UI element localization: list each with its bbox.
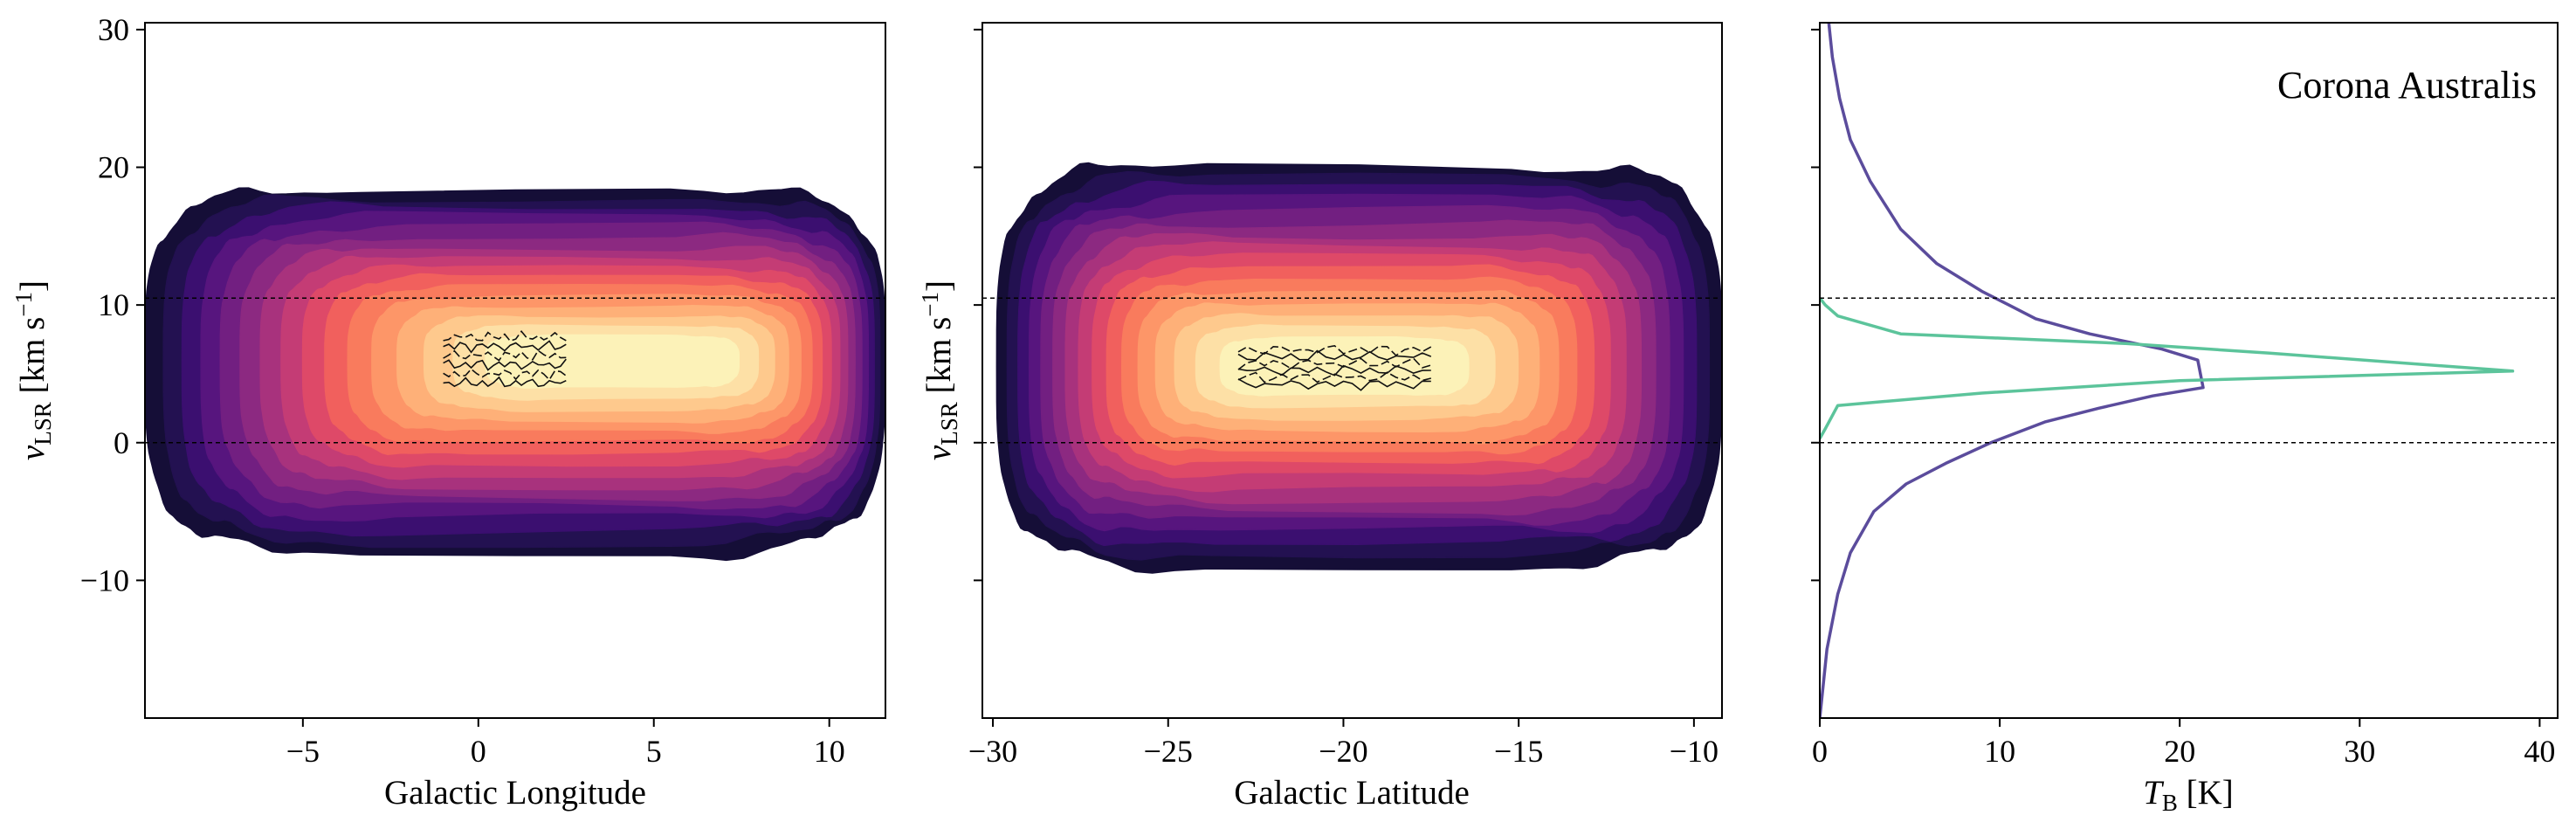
contour-line xyxy=(443,349,567,362)
latitude-velocity-panel: −30 −25 −20 −15 −10 Galactic Latitude vLSR [… xyxy=(917,22,1723,812)
latitude-contours xyxy=(1237,344,1432,391)
longitude-x-label: Galactic Longitude xyxy=(384,774,646,812)
latitude-y-label: vLSR [km s−1] xyxy=(917,280,962,460)
longitude-emission-map xyxy=(145,187,885,562)
x-tick-label: −5 xyxy=(286,734,320,769)
latitude-x-ticks: −30 −25 −20 −15 −10 xyxy=(968,718,1718,769)
x-tick-label: 30 xyxy=(2344,734,2375,769)
spectrum-reference-lines xyxy=(1820,297,2558,444)
longitude-axes-frame xyxy=(144,22,886,719)
contour-line xyxy=(1237,364,1431,377)
spectrum-axes-frame xyxy=(1819,22,2559,719)
y-tick-label: 30 xyxy=(98,12,129,47)
longitude-y-label: vLSR [km s−1] xyxy=(10,280,56,460)
contour-line xyxy=(443,340,567,354)
region-annotation: Corona Australis xyxy=(2277,64,2537,107)
contour-line xyxy=(443,368,567,381)
x-tick-label: 20 xyxy=(2164,734,2195,769)
latitude-reference-lines xyxy=(982,297,1722,444)
x-tick-label: −30 xyxy=(968,734,1017,769)
spectrum-lines xyxy=(1820,23,2515,718)
x-tick-label: 5 xyxy=(646,734,662,769)
spectrum-series-1 xyxy=(1820,297,2515,439)
contour-line xyxy=(1237,378,1431,391)
longitude-contours xyxy=(443,329,567,388)
x-tick-label: −10 xyxy=(1670,734,1718,769)
longitude-velocity-panel: −5 0 5 10 −10 0 10 20 30 Galactic Longitude vLS… xyxy=(10,12,886,812)
emission-level-15 xyxy=(485,334,740,389)
latitude-emission-map xyxy=(995,162,1722,574)
x-tick-label: −20 xyxy=(1319,734,1367,769)
contour-line xyxy=(1237,357,1432,370)
latitude-x-label: Galactic Latitude xyxy=(1234,774,1470,812)
longitude-reference-lines xyxy=(145,297,885,444)
contour-line xyxy=(443,358,567,371)
x-tick-label: −25 xyxy=(1144,734,1193,769)
x-tick-label: 40 xyxy=(2524,734,2555,769)
longitude-x-ticks: −5 0 5 10 xyxy=(286,718,845,769)
x-tick-label: 0 xyxy=(471,734,486,769)
contour-line xyxy=(443,329,567,342)
y-tick-label: 0 xyxy=(114,425,129,460)
contour-line xyxy=(1237,344,1432,356)
spectrum-series-0 xyxy=(1820,23,2205,718)
contour-line xyxy=(443,376,567,388)
latitude-axes-frame xyxy=(981,22,1723,719)
y-tick-label: −10 xyxy=(80,563,129,598)
latitude-y-ticks xyxy=(974,28,982,582)
spectrum-y-ticks xyxy=(1811,28,1820,582)
contour-line xyxy=(1237,349,1432,361)
y-tick-label: 20 xyxy=(98,150,129,185)
x-tick-label: −15 xyxy=(1494,734,1543,769)
x-tick-label: 0 xyxy=(1812,734,1828,769)
x-tick-label: 10 xyxy=(1984,734,2015,769)
spectrum-panel: 0 10 20 30 40 TB [K] Corona Australis xyxy=(1811,22,2559,816)
y-tick-label: 10 xyxy=(98,287,129,322)
contour-line xyxy=(1237,371,1431,383)
spectrum-x-label: TB [K] xyxy=(2143,774,2234,816)
spectrum-x-ticks: 0 10 20 30 40 xyxy=(1812,718,2555,769)
longitude-y-ticks: −10 0 10 20 30 xyxy=(80,12,145,598)
x-tick-label: 10 xyxy=(814,734,845,769)
